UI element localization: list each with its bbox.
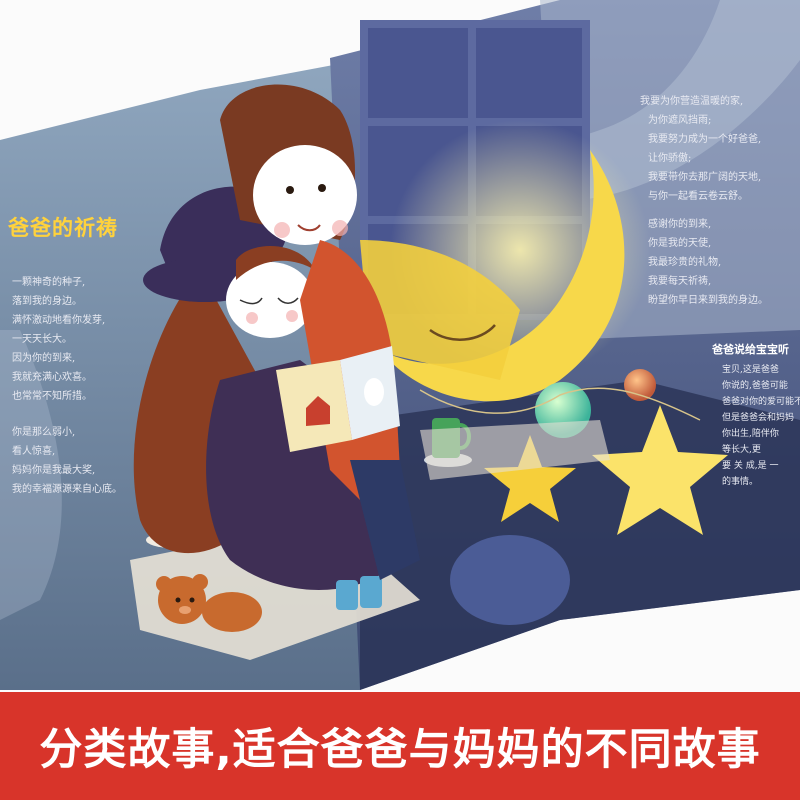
note-line: 但是爸爸会和妈妈: [722, 413, 795, 423]
left-line: 我的幸福源源来自心底。: [12, 484, 122, 495]
note-line: 你说的,爸爸可能: [722, 381, 788, 391]
right-line: 我最珍贵的礼物,: [648, 257, 722, 268]
right-line: 让你骄傲;: [648, 153, 692, 164]
note-line: 爸爸对你的爱可能不: [722, 397, 800, 407]
left-line: 满怀激动地看你发芽,: [12, 315, 106, 326]
globe: [450, 535, 570, 625]
note-line: 宝贝,这是爸爸: [722, 365, 779, 375]
note-line: 等长大,更: [722, 445, 761, 455]
banner-text: 分类故事,适合爸爸与妈妈的不同故事: [39, 725, 761, 775]
left-line: 落到我的身边。: [12, 296, 82, 307]
right-note-title: 爸爸说给宝宝听: [712, 343, 789, 356]
right-line: 我要为你营造温暖的家,: [640, 96, 744, 107]
left-line: 一天天长大。: [12, 334, 72, 345]
left-line: 妈妈你是我最大奖,: [12, 465, 96, 476]
picture-book: [276, 346, 400, 452]
small-star: [484, 435, 576, 522]
teddy-bear: [156, 574, 262, 632]
big-star: [592, 405, 728, 535]
left-page-title: 爸爸的祈祷: [8, 216, 118, 240]
right-line: 我要带你去那广阔的天地,: [648, 172, 762, 183]
right-line: 盼望你早日来到我的身边。: [648, 295, 768, 306]
right-line: 为你遮风挡雨;: [648, 115, 712, 126]
left-line: 你是那么弱小,: [12, 427, 76, 438]
left-line: 一颗神奇的种子,: [12, 277, 86, 288]
promo-banner: 分类故事,适合爸爸与妈妈的不同故事: [0, 692, 800, 800]
right-line: 与你一起看云卷云舒。: [648, 191, 748, 202]
right-line: 我要努力成为一个好爸爸,: [648, 134, 762, 145]
note-line: 你出生,陪伴你: [722, 429, 779, 439]
right-line: 你是我的天使,: [648, 238, 712, 249]
right-line: 感谢你的到来,: [648, 219, 712, 230]
left-line: 看人惊喜,: [12, 446, 56, 457]
mother-figure: [133, 186, 400, 610]
left-line: 我就充满心欢喜。: [12, 372, 92, 383]
crescent-moon: [360, 120, 650, 402]
orange-ball: [624, 369, 656, 401]
right-line: 我要每天祈祷,: [648, 276, 712, 287]
note-line: 的事情。: [722, 477, 759, 487]
left-line: 也常常不知所措。: [12, 391, 92, 402]
note-line: 要 关 成,是 一: [722, 461, 779, 471]
left-line: 因为你的到来,: [12, 353, 76, 364]
